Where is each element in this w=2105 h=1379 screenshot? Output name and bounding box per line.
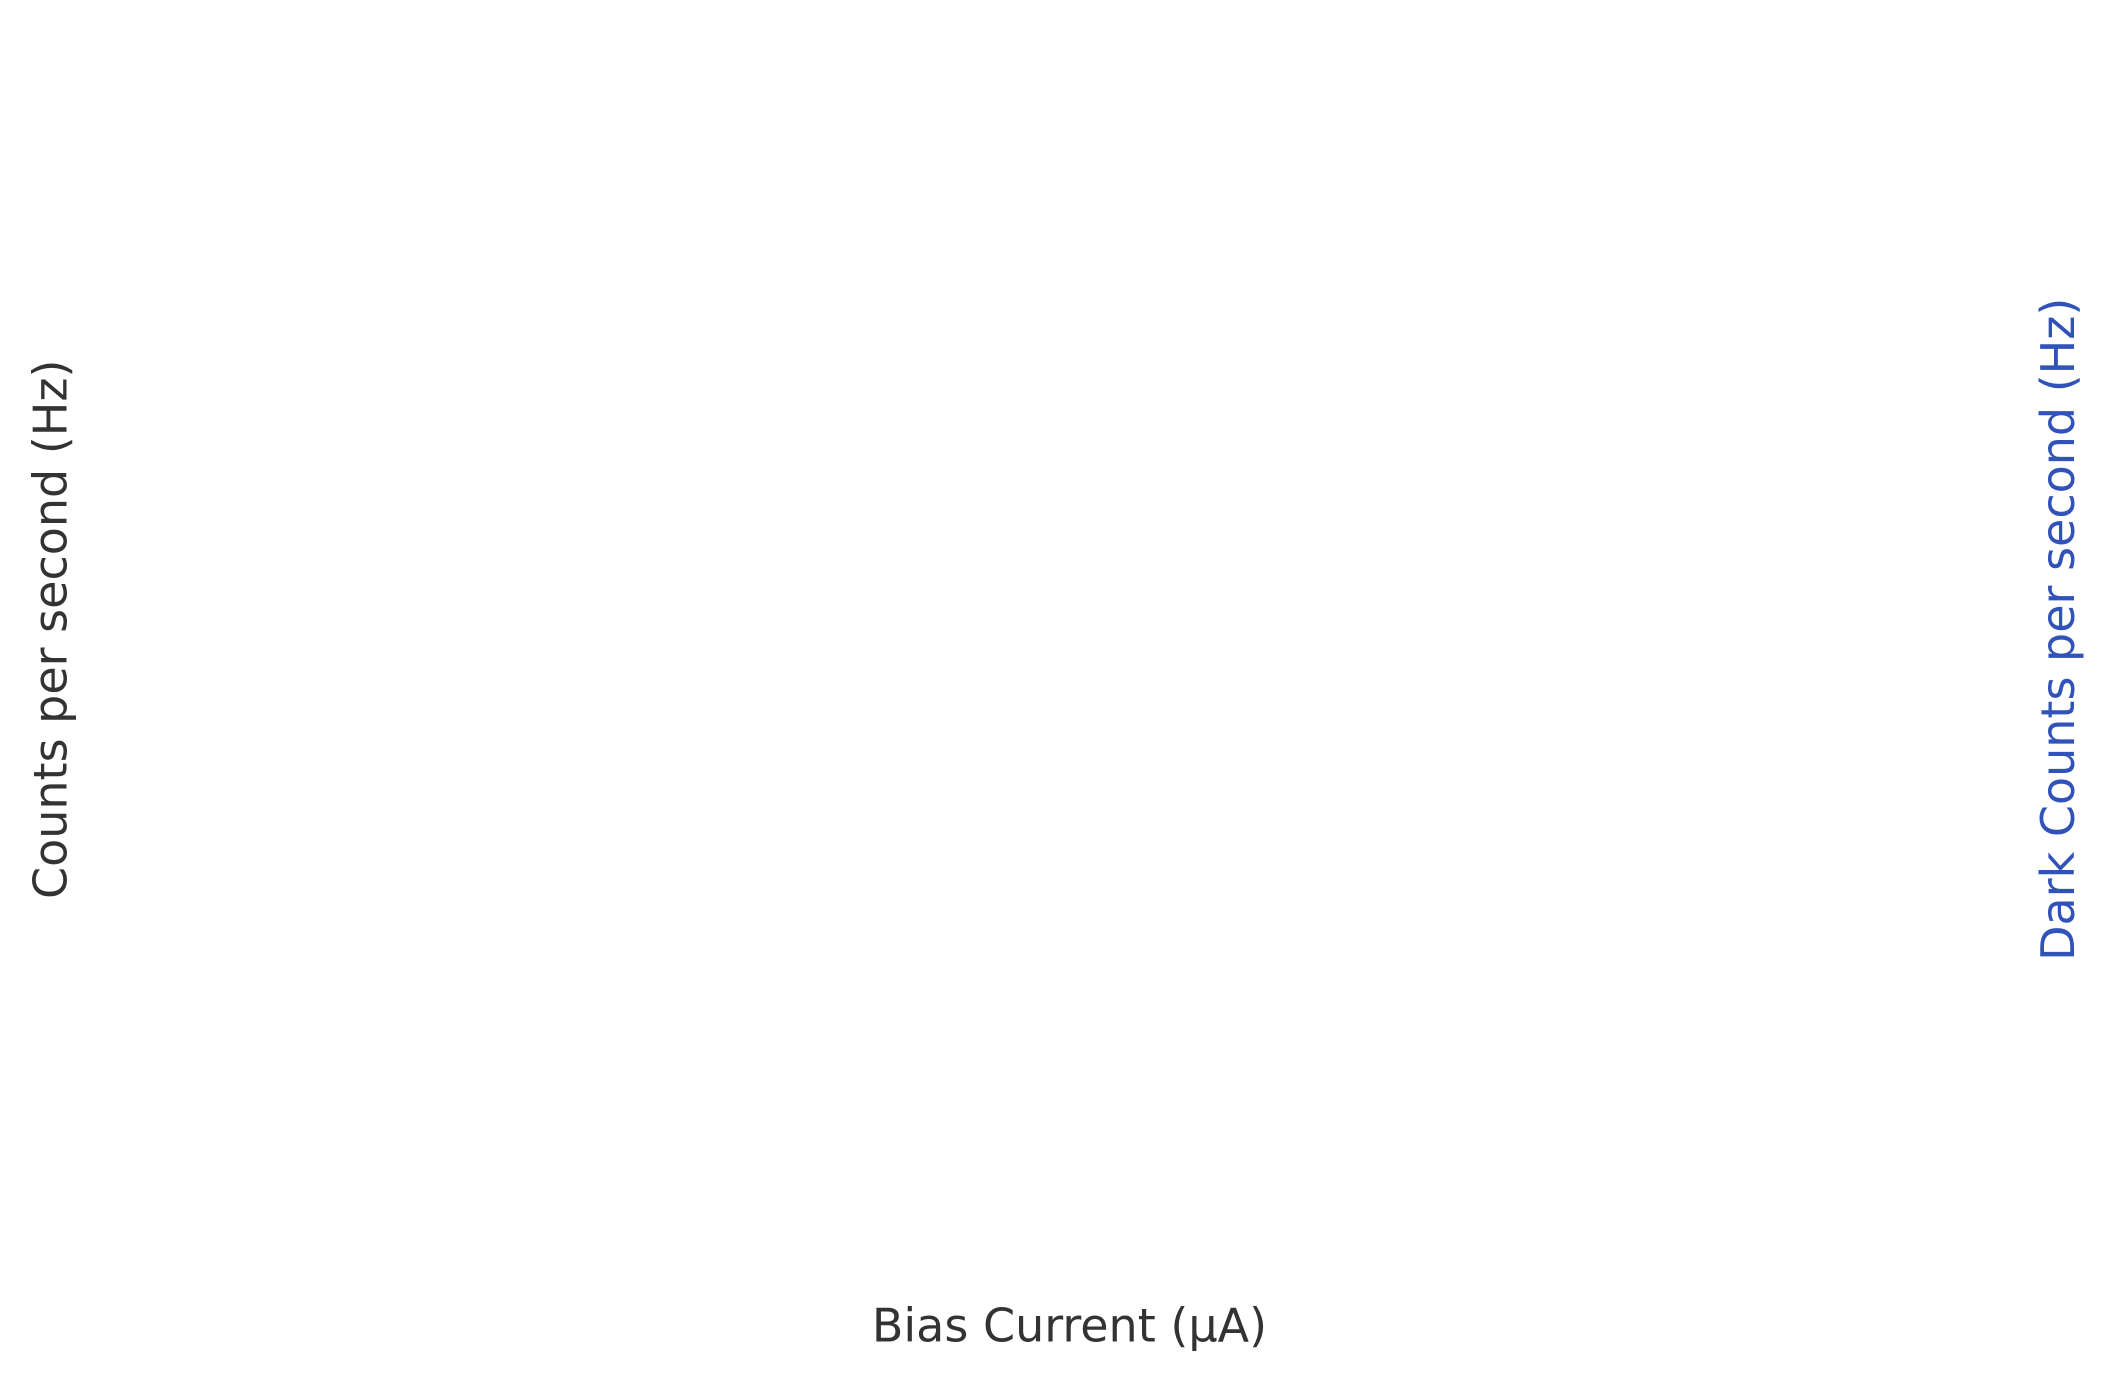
x-axis-label: Bias Current (μA) <box>872 1298 1267 1352</box>
y-axis-label: Counts per second (Hz) <box>24 360 78 899</box>
y2-axis-label: Dark Counts per second (Hz) <box>2031 298 2085 961</box>
